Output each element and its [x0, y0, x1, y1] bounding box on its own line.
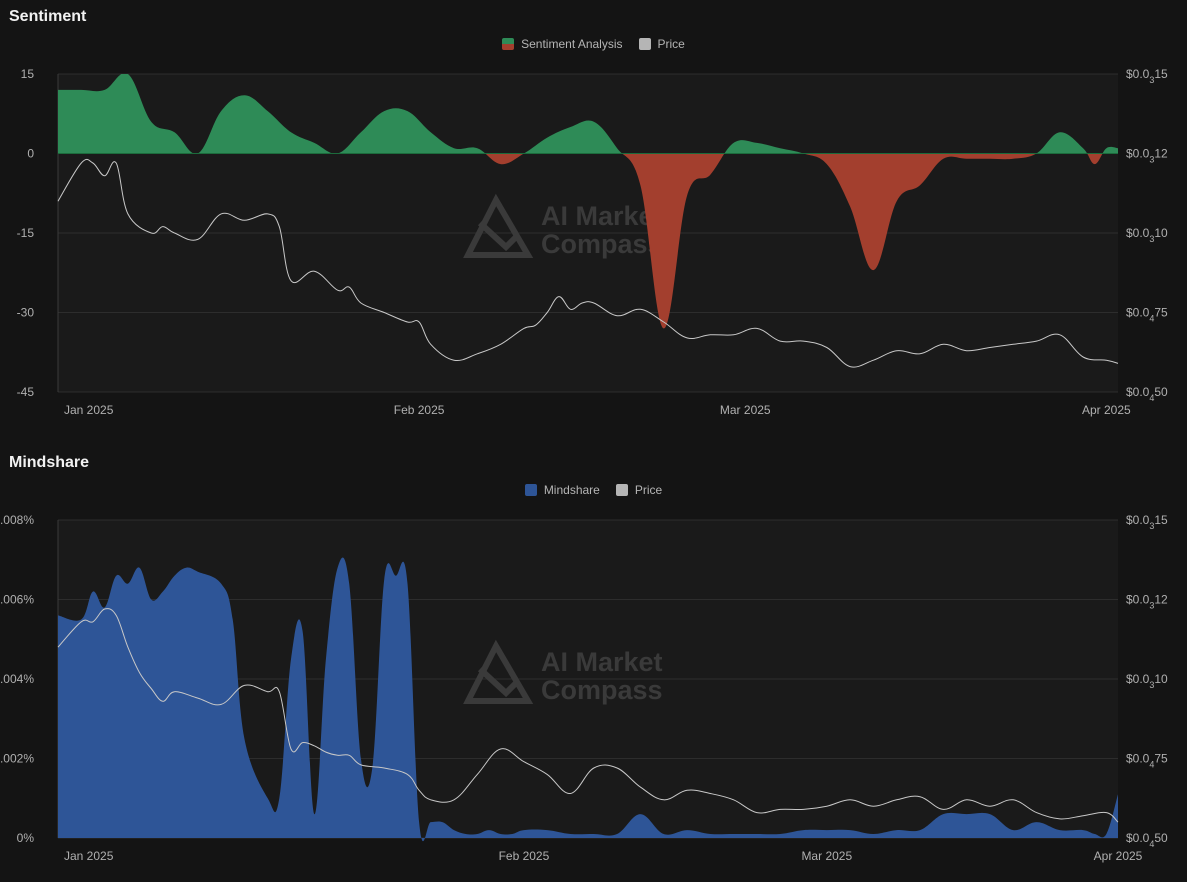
y-right-tick-label: $0.0475	[1126, 752, 1168, 770]
y-right-tick-label: $0.0310	[1126, 226, 1168, 244]
mindshare-swatch	[524, 484, 537, 496]
y-left-tick-label: -30	[17, 306, 35, 320]
sentiment-title: Sentiment	[9, 8, 87, 25]
sentiment-chart: 15 $0.0315 0 $0.0312 -15 $0.0310 -30 $0.0475 -45…	[17, 67, 1168, 417]
y-left-tick-label: -15	[17, 226, 35, 240]
price-swatch	[638, 38, 651, 50]
y-left-tick-label: 0.004%	[0, 672, 34, 686]
watermark-text-2: Compass	[541, 675, 663, 705]
y-right-tick-label: $0.0475	[1126, 306, 1168, 324]
y-left-tick-label: 15	[21, 67, 35, 81]
mindshare-title: Mindshare	[9, 454, 90, 471]
y-left-tick-label: -45	[17, 385, 35, 399]
y-right-tick-label: $0.0312	[1126, 593, 1168, 611]
mindshare-chart: 0.008% $0.0315 0.006% $0.0312 0.004% $0.0310 0…	[0, 513, 1168, 863]
legend-item-price[interactable]: Price	[638, 37, 685, 51]
price-line	[57, 158, 1119, 368]
x-tick-label: Apr 2025	[1094, 849, 1143, 863]
y-left-tick-label: 0.006%	[0, 593, 34, 607]
y-right-tick-label: $0.0310	[1126, 672, 1168, 690]
y-right-tick-label: $0.0450	[1126, 831, 1168, 849]
y-right-tick-label: $0.0450	[1126, 385, 1168, 403]
x-tick-label: Feb 2025	[394, 403, 445, 417]
watermark-text-1: AI Market	[541, 201, 663, 231]
legend-label: Price	[657, 37, 685, 51]
legend-item-sentiment-analysis[interactable]: Sentiment Analysis	[502, 37, 623, 51]
sentiment-negative-area	[58, 153, 1118, 329]
legend-label: Sentiment Analysis	[521, 37, 623, 51]
y-left-tick-label: 0.008%	[0, 513, 34, 527]
x-tick-label: Mar 2025	[801, 849, 852, 863]
watermark-icon	[463, 193, 534, 258]
x-tick-label: Mar 2025	[720, 403, 771, 417]
sentiment-legend: Sentiment Analysis Price	[0, 37, 1187, 51]
legend-label: Price	[634, 483, 663, 497]
x-tick-label: Jan 2025	[64, 403, 114, 417]
y-left-tick-label: 0.002%	[0, 752, 34, 766]
watermark-text-1: AI Market	[541, 647, 663, 677]
sentiment-positive-area	[58, 74, 1118, 154]
y-left-tick-label: 0%	[17, 831, 35, 845]
watermark-icon	[463, 639, 534, 704]
price-line	[57, 608, 1119, 823]
y-left-tick-label: 0	[27, 147, 34, 161]
mindshare-area	[58, 557, 1118, 842]
x-tick-label: Jan 2025	[64, 849, 114, 863]
y-right-tick-label: $0.0312	[1126, 147, 1168, 165]
legend-item-price[interactable]: Price	[615, 483, 663, 497]
watermark-text-2: Compass	[541, 229, 663, 259]
mindshare-legend: Mindshare Price	[0, 483, 1187, 497]
x-tick-label: Feb 2025	[499, 849, 550, 863]
y-right-tick-label: $0.0315	[1126, 513, 1168, 531]
sentiment-swatch	[502, 38, 515, 50]
legend-item-mindshare[interactable]: Mindshare	[524, 483, 600, 497]
legend-label: Mindshare	[543, 483, 600, 497]
price-swatch	[615, 484, 628, 496]
y-right-tick-label: $0.0315	[1126, 67, 1168, 85]
x-tick-label: Apr 2025	[1082, 403, 1131, 417]
